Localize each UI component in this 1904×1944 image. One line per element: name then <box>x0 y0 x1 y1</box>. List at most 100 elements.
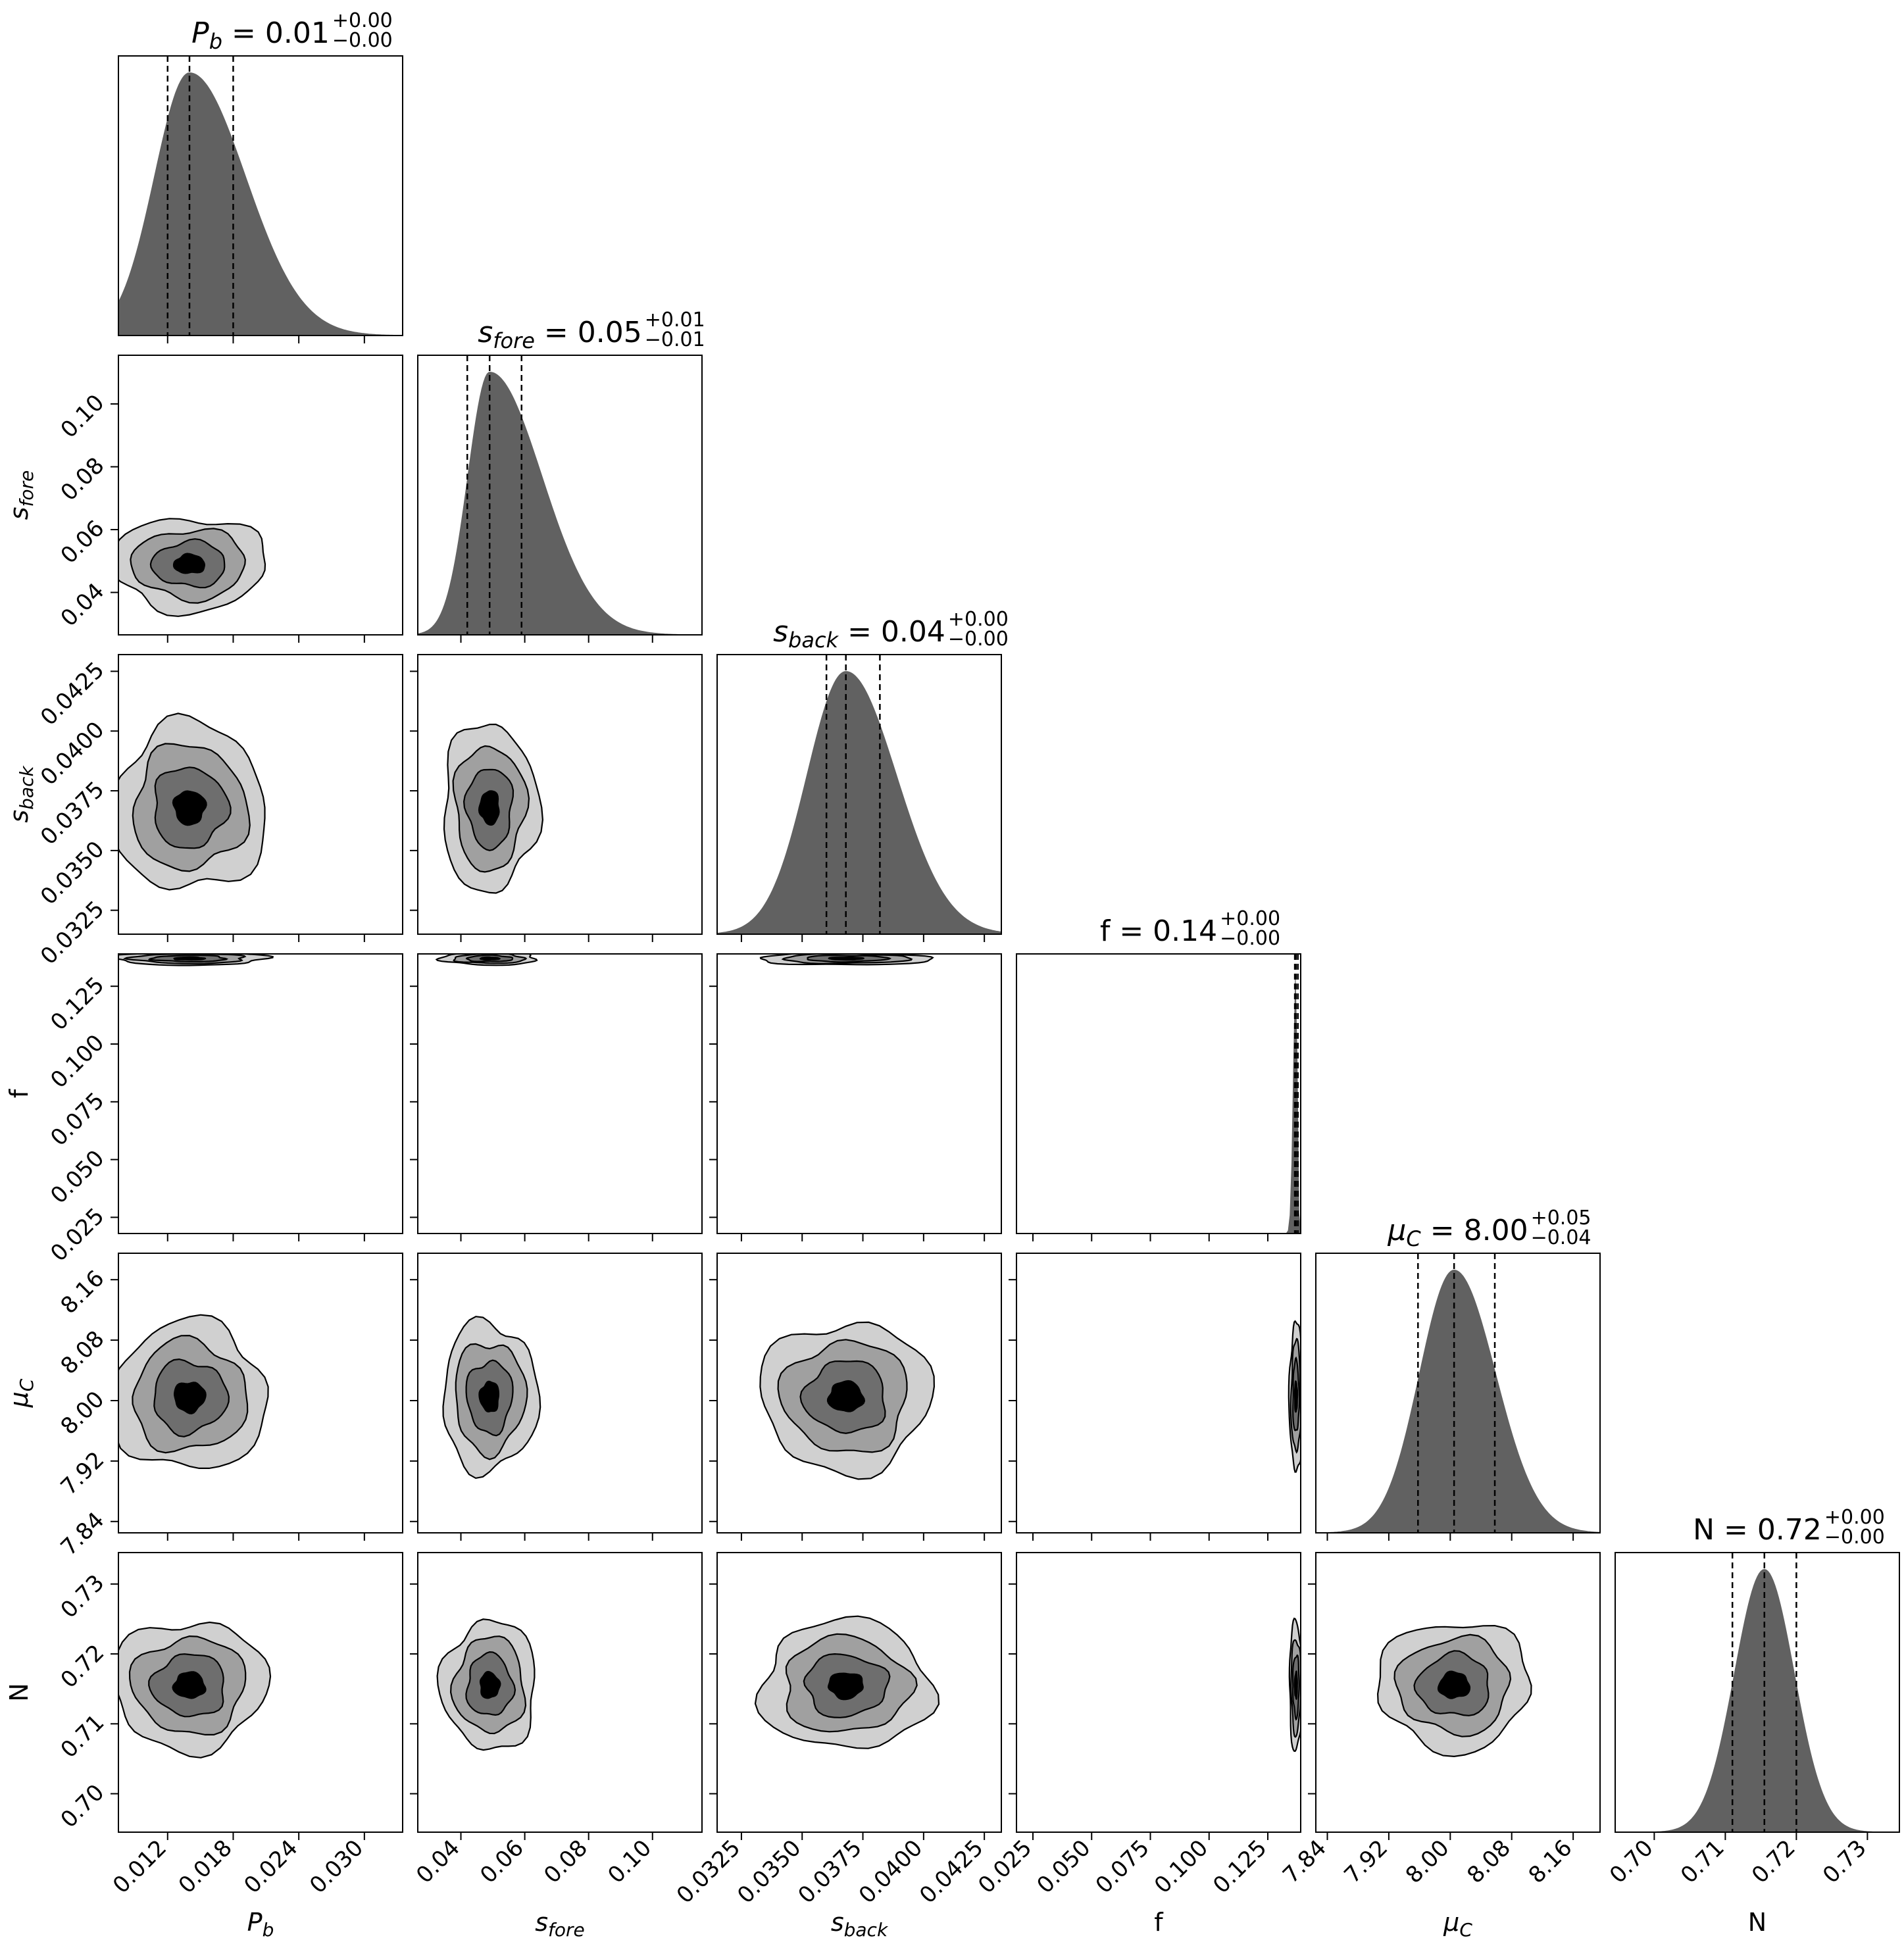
xtick-label-N-2: 0.72 <box>1747 1835 1801 1889</box>
title-sfore: sfore = 0.05 <box>478 316 641 353</box>
contour-4-muC-vs-Pb <box>173 1382 207 1414</box>
ytick-label-f-1: 0.050 <box>45 1145 109 1209</box>
frame-1-1 <box>417 355 703 636</box>
xlabel-sfore: sfore <box>535 1908 585 1941</box>
xtick-label-sback-4: 0.0425 <box>914 1835 988 1908</box>
xtick-label-Pb-2: 0.024 <box>239 1835 303 1899</box>
panel-sfore-vs-Pb: 0.04 0.06 0.08 0.10 <box>56 355 403 643</box>
xtick-label-sback-1: 0.0350 <box>732 1835 806 1908</box>
xtick-label-Pb-3: 0.030 <box>305 1835 368 1899</box>
ytick-label-muC-2: 8.00 <box>56 1386 110 1440</box>
xtick-label-N-1: 0.71 <box>1676 1835 1730 1889</box>
contour-4-N-vs-Pb <box>172 1671 207 1699</box>
contour-4-f-vs-sfore <box>479 956 501 961</box>
histogram-Pb <box>118 72 403 336</box>
ytick-label-muC-1: 7.92 <box>56 1447 110 1501</box>
xtick-label-N-0: 0.70 <box>1605 1835 1659 1889</box>
panel-N-vs-Pb: 0.012 0.018 0.024 0.030 0.70 0.71 0.72 0.73 <box>56 1552 403 1899</box>
panel-N-vs-N: N = 0.72 +0.00−0.00 0.70 0.71 0.72 0.73 <box>1605 1506 1900 1889</box>
title-plus-N: +0.00 <box>1824 1506 1885 1529</box>
xtick-label-f-3: 0.100 <box>1149 1835 1213 1899</box>
title-minus-N: −0.00 <box>1824 1526 1885 1549</box>
title-f: f = 0.14 <box>1100 914 1217 948</box>
panel-f-vs-f: f = 0.14 +0.00−0.00 <box>1016 907 1301 1241</box>
frame-3-2 <box>716 953 1002 1234</box>
xtick-label-muC-0: 7.84 <box>1278 1835 1332 1889</box>
xtick-label-sfore-1: 0.06 <box>475 1835 529 1889</box>
xtick-label-sback-2: 0.0375 <box>793 1835 866 1908</box>
xlabel-f: f <box>1154 1908 1164 1937</box>
xtick-label-muC-3: 8.08 <box>1462 1835 1516 1889</box>
panel-Pb-vs-Pb: Pb = 0.01 +0.00−0.00 <box>118 9 403 343</box>
contour-4-N-vs-sback <box>827 1672 864 1701</box>
xlabel-muC: μC <box>1443 1908 1472 1941</box>
ytick-label-sback-2: 0.0375 <box>36 776 109 850</box>
ytick-label-sback-4: 0.0425 <box>36 657 109 731</box>
ylabel-sback: sback <box>5 765 38 823</box>
ylabel-muC: μC <box>5 1378 38 1408</box>
xtick-label-Pb-1: 0.018 <box>174 1835 238 1899</box>
xtick-label-f-1: 0.050 <box>1032 1835 1095 1899</box>
xlabel-sback: sback <box>831 1908 889 1941</box>
histogram-f <box>1016 978 1301 1234</box>
panel-muC-vs-muC: μC = 8.00 +0.05−0.04 <box>1315 1207 1601 1541</box>
panel-muC-vs-sback <box>709 1253 1002 1541</box>
ytick-label-sback-3: 0.0400 <box>36 716 109 790</box>
contour-4-sback-vs-sfore <box>478 790 500 826</box>
title-plus-f: +0.00 <box>1220 907 1280 930</box>
title-minus-Pb: −0.00 <box>332 29 393 52</box>
title-minus-sback: −0.00 <box>948 628 1009 651</box>
title-N: N = 0.72 <box>1693 1513 1822 1547</box>
contour-4-muC-vs-sfore <box>478 1380 499 1413</box>
frame-5-1 <box>417 1552 703 1833</box>
ytick-label-sfore-3: 0.10 <box>56 389 110 443</box>
ytick-label-N-1: 0.71 <box>56 1709 110 1763</box>
contour-4-muC-vs-f <box>1293 1380 1299 1413</box>
ytick-label-N-0: 0.70 <box>56 1780 110 1833</box>
panel-sback-vs-sback: sback = 0.04 +0.00−0.00 <box>716 608 1009 942</box>
xtick-label-muC-1: 7.92 <box>1339 1835 1393 1889</box>
panel-muC-vs-f <box>1009 1253 1301 1541</box>
title-plus-Pb: +0.00 <box>332 9 393 32</box>
frame-4-2 <box>716 1253 1002 1533</box>
contour-4-muC-vs-sback <box>826 1380 866 1412</box>
xtick-label-sback-0: 0.0325 <box>672 1835 745 1908</box>
frame-0-0 <box>118 55 403 336</box>
xtick-label-sback-3: 0.0400 <box>854 1835 928 1908</box>
title-plus-sfore: +0.01 <box>645 309 705 332</box>
title-minus-f: −0.00 <box>1220 927 1280 950</box>
ytick-label-f-4: 0.125 <box>45 972 109 1035</box>
xtick-label-muC-2: 8.00 <box>1401 1835 1455 1889</box>
xtick-label-f-0: 0.025 <box>973 1835 1037 1899</box>
frame-2-1 <box>417 654 703 935</box>
frame-3-0 <box>118 953 403 1234</box>
xtick-label-muC-4: 8.16 <box>1524 1835 1578 1889</box>
contour-4-N-vs-f <box>1293 1670 1298 1701</box>
ylabel-N: N <box>5 1683 34 1701</box>
title-sback: sback = 0.04 <box>773 615 945 653</box>
histogram-sback <box>717 671 1001 934</box>
histogram-muC <box>1316 1269 1600 1533</box>
panel-f-vs-sback <box>709 953 1002 1241</box>
frame-1-0 <box>118 355 403 636</box>
xtick-label-sfore-3: 0.10 <box>603 1835 657 1889</box>
frame-4-4 <box>1315 1253 1601 1533</box>
ytick-label-sback-0: 0.0325 <box>36 896 109 970</box>
contour-4-sfore-vs-Pb <box>172 553 206 574</box>
frame-3-3 <box>1016 953 1301 1234</box>
panel-muC-vs-Pb: 7.84 7.92 8.00 8.08 8.16 <box>56 1253 403 1561</box>
panel-N-vs-sfore: 0.04 0.06 0.08 0.10 <box>410 1552 703 1889</box>
frame-5-0 <box>118 1552 403 1833</box>
xtick-label-f-4: 0.125 <box>1208 1835 1272 1899</box>
frame-3-1 <box>417 953 703 1234</box>
contour-4-N-vs-sfore <box>479 1670 501 1699</box>
frame-2-0 <box>118 654 403 935</box>
panel-N-vs-muC: 7.84 7.92 8.00 8.08 8.16 <box>1278 1552 1601 1889</box>
ytick-label-muC-3: 8.08 <box>56 1326 110 1380</box>
xlabel-N: N <box>1748 1908 1766 1937</box>
histogram-N <box>1615 1568 1899 1832</box>
ytick-label-muC-0: 7.84 <box>56 1507 110 1561</box>
